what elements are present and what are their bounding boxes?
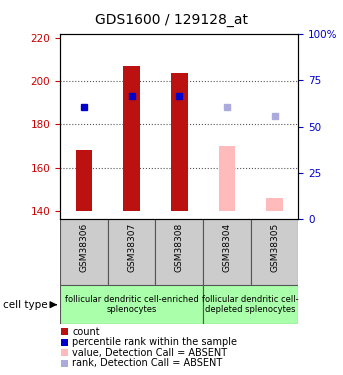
Text: cell type: cell type — [3, 300, 48, 310]
Bar — [60, 285, 203, 324]
Bar — [60, 219, 108, 285]
Text: GDS1600 / 129128_at: GDS1600 / 129128_at — [95, 13, 248, 27]
Bar — [155, 219, 203, 285]
Text: follicular dendritic cell-
depleted splenocytes: follicular dendritic cell- depleted sple… — [202, 295, 299, 314]
Bar — [266, 198, 283, 211]
Bar — [218, 146, 235, 211]
Text: rank, Detection Call = ABSENT: rank, Detection Call = ABSENT — [72, 358, 222, 368]
Text: GSM38304: GSM38304 — [222, 223, 232, 272]
Bar — [61, 349, 68, 357]
Text: count: count — [72, 327, 100, 337]
Bar — [75, 150, 92, 211]
Bar — [203, 285, 298, 324]
Bar — [108, 219, 155, 285]
Text: follicular dendritic cell-enriched
splenocytes: follicular dendritic cell-enriched splen… — [65, 295, 198, 314]
Bar — [203, 219, 251, 285]
Text: GSM38307: GSM38307 — [127, 223, 136, 272]
Text: value, Detection Call = ABSENT: value, Detection Call = ABSENT — [72, 348, 227, 358]
Bar — [123, 66, 140, 211]
Bar — [61, 328, 68, 336]
Bar — [61, 339, 68, 346]
Text: GSM38308: GSM38308 — [175, 223, 184, 272]
Bar — [171, 73, 188, 211]
Text: GSM38305: GSM38305 — [270, 223, 279, 272]
Text: percentile rank within the sample: percentile rank within the sample — [72, 338, 237, 347]
Text: GSM38306: GSM38306 — [79, 223, 88, 272]
Bar — [251, 219, 298, 285]
Bar — [61, 360, 68, 367]
